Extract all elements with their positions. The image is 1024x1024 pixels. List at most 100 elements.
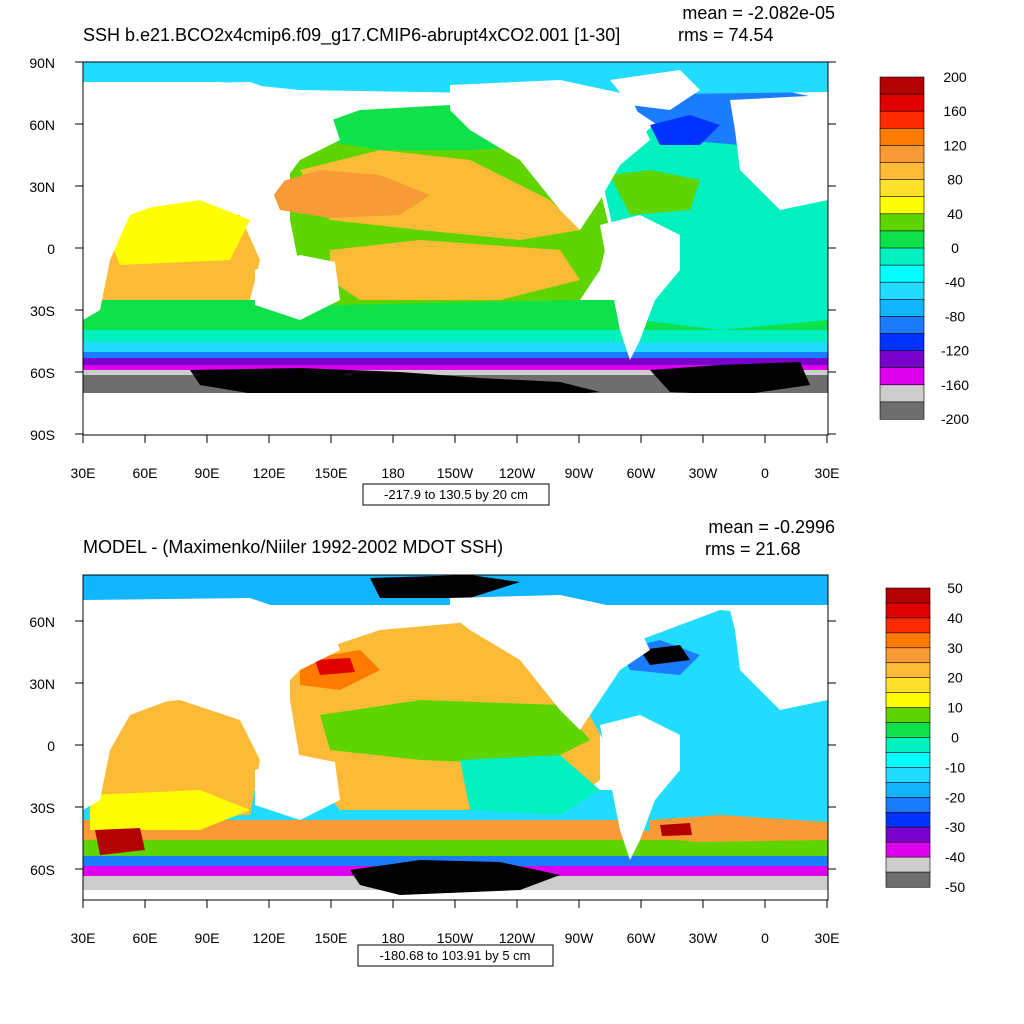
pacific-east [460, 755, 600, 815]
colorbar-swatch [879, 93, 925, 112]
colorbar-swatch [879, 76, 925, 95]
colorbar-swatch [879, 110, 925, 129]
colorbar-swatch [879, 196, 925, 215]
antarctic-black [350, 860, 560, 895]
ocean-band [83, 840, 828, 858]
lon-tick-label: 180 [381, 465, 405, 481]
colorbar-label: 20 [947, 670, 963, 686]
pacific-south [330, 240, 580, 300]
lon-tick-label: 30E [815, 930, 840, 946]
colorbar-label: 10 [947, 700, 963, 716]
labrador-sea [650, 115, 720, 145]
lat-tick-label: 60N [29, 117, 55, 133]
range-label-box-bottom [357, 944, 554, 967]
landmass-antarctica [83, 393, 828, 435]
colorbar-swatch [885, 841, 931, 858]
colorbar-label: 200 [943, 69, 967, 85]
lat-tick-label: 30N [29, 179, 55, 195]
colorbar-bottom: 50 40 30 20 10 0 -10 -20 -30 -40 -50 [885, 580, 965, 895]
landmass-australia [255, 255, 340, 320]
indian-ocean-north [100, 200, 250, 265]
lon-tick-label: 150E [315, 465, 348, 481]
lat-tick-label: 0 [47, 738, 55, 754]
colorbar-swatch [885, 632, 931, 649]
colorbar-swatch [885, 692, 931, 709]
colorbar-swatch [879, 384, 925, 403]
colorbar-swatch [885, 737, 931, 754]
colorbar-label: 120 [943, 137, 967, 153]
landmass-south-america [600, 715, 680, 860]
panel-bottom-title: MODEL - (Maximenko/Niiler 1992-2002 MDOT… [83, 537, 503, 557]
panel-top: SSH b.e21.BCO2x4cmip6.f09_g17.CMIP6-abru… [29, 3, 969, 506]
lon-tick-label: 90E [195, 465, 220, 481]
colorbar-swatch [885, 722, 931, 739]
top-lon-ticks: 30E 60E 90E 120E 150E 180 150W 120W 90W … [71, 465, 840, 481]
indian-ocean [90, 700, 260, 820]
ocean-band [83, 358, 828, 366]
landmass-europe [730, 95, 828, 210]
lon-tick-label: 120E [253, 930, 286, 946]
lon-tick-label: 120W [499, 465, 536, 481]
colorbar-swatch [885, 677, 931, 694]
lon-tick-label: 30E [71, 930, 96, 946]
lat-tick-label: 0 [47, 241, 55, 257]
lon-tick-label: 30W [689, 930, 719, 946]
lon-tick-label: 0 [761, 465, 769, 481]
lon-tick-label: 180 [381, 930, 405, 946]
panel-top-title: SSH b.e21.BCO2x4cmip6.f09_g17.CMIP6-abru… [83, 25, 620, 46]
colorbar-swatch [885, 602, 931, 619]
gulf-stream-core [640, 645, 690, 665]
agulhas-current [95, 828, 145, 855]
colorbar-swatch [879, 230, 925, 249]
lon-tick-label: 30E [71, 465, 96, 481]
indian-ocean-south [90, 790, 250, 830]
colorbar-swatch [879, 401, 925, 420]
colorbar-swatch [879, 247, 925, 266]
landmass-australia [255, 755, 340, 820]
lat-tick-label: 30N [29, 676, 55, 692]
colorbar-top: 200 160 120 80 40 0 -40 -80 -120 -160 -200 [879, 69, 969, 427]
colorbar-swatch [879, 128, 925, 147]
pacific-equatorial [320, 700, 590, 765]
lon-tick-label: 60W [627, 930, 657, 946]
colorbar-swatch [879, 367, 925, 386]
landmass-europe [730, 605, 828, 710]
colorbar-label: -160 [941, 377, 969, 393]
panel-top-mean: mean = -2.082e-05 [682, 3, 835, 23]
landmass-africa [83, 640, 180, 810]
antarctic-black [650, 362, 810, 395]
colorbar-swatch [879, 350, 925, 369]
colorbar-label: 80 [947, 172, 963, 188]
ocean-band [83, 342, 828, 352]
colorbar-swatch [885, 647, 931, 664]
colorbar-label: -50 [945, 879, 965, 895]
lat-tick-label: 90N [29, 55, 55, 71]
colorbar-label: -40 [945, 274, 965, 290]
lon-tick-label: 30W [689, 465, 719, 481]
atlantic-subtropical [610, 170, 700, 215]
range-label-box-top [362, 483, 550, 506]
ocean-band [83, 365, 828, 371]
lon-tick-label: 120E [253, 465, 286, 481]
colorbar-swatch [885, 587, 931, 604]
south-atlantic-core [660, 823, 692, 836]
colorbar-swatch [879, 281, 925, 300]
lon-tick-label: 90E [195, 930, 220, 946]
landmass-south-america [600, 215, 680, 360]
landmass-eurasia [83, 598, 340, 715]
lat-tick-label: 60S [30, 862, 55, 878]
colorbar-swatch [879, 316, 925, 335]
colorbar-swatch [885, 707, 931, 724]
landmass-africa [83, 140, 180, 320]
colorbar-label: 40 [947, 610, 963, 626]
colorbar-swatch [879, 333, 925, 352]
range-label-top: -217.9 to 130.5 by 20 cm [384, 487, 528, 502]
colorbar-label: -80 [945, 308, 965, 324]
lat-tick-label: 60S [30, 365, 55, 381]
colorbar-swatch [879, 264, 925, 283]
colorbar-label: 160 [943, 103, 967, 119]
bottom-lat-ticks: 60N 30N 0 30S 60S [29, 614, 55, 878]
panel-top-rms: rms = 74.54 [678, 25, 774, 45]
lon-tick-label: 150E [315, 930, 348, 946]
